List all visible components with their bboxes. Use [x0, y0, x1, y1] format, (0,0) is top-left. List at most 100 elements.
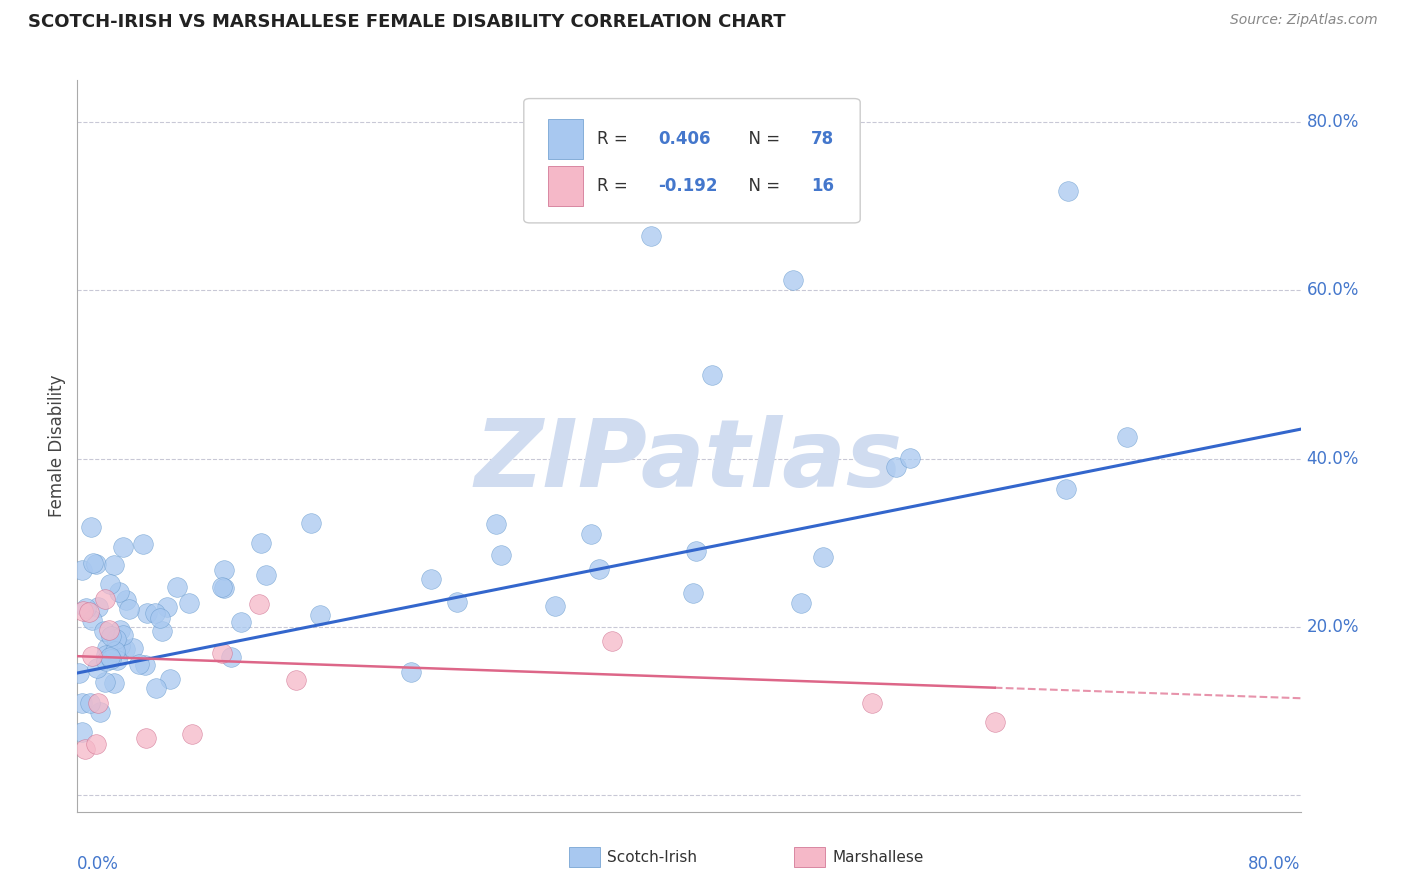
Point [211, 646, 233, 660]
Point [1116, 430, 1139, 444]
Point [75, 600, 97, 615]
Text: 40.0%: 40.0% [1306, 450, 1360, 467]
Point [159, 672, 181, 686]
Point [700, 368, 723, 382]
Point [103, 676, 125, 690]
Point [93, 624, 115, 638]
Point [100, 651, 122, 665]
Point [135, 607, 157, 621]
Point [166, 580, 188, 594]
Point [145, 681, 167, 695]
Point [309, 608, 332, 623]
Point [82, 649, 104, 664]
Point [285, 673, 308, 687]
Text: 0.406: 0.406 [658, 130, 711, 148]
Point [419, 573, 441, 587]
Point [132, 537, 155, 551]
Point [86, 661, 108, 675]
Text: 60.0%: 60.0% [1306, 282, 1360, 300]
Point [299, 516, 322, 530]
Text: 80.0%: 80.0% [1249, 855, 1301, 872]
Point [588, 562, 610, 576]
Point [94, 648, 117, 663]
Point [79, 697, 101, 711]
Text: 0.0%: 0.0% [77, 855, 120, 872]
Point [111, 628, 134, 642]
Point [94, 591, 117, 606]
Point [107, 584, 129, 599]
Point [143, 607, 166, 621]
Point [87, 599, 110, 614]
Point [94, 654, 117, 668]
Point [103, 558, 125, 572]
Point [1057, 184, 1080, 198]
Point [862, 696, 884, 710]
Point [135, 731, 157, 745]
Text: -0.192: -0.192 [658, 178, 718, 195]
Point [543, 599, 565, 613]
Point [104, 644, 127, 658]
Point [782, 273, 804, 287]
Text: N =: N = [738, 178, 785, 195]
Point [115, 593, 138, 607]
Point [98, 623, 121, 637]
Point [581, 527, 603, 541]
Point [67, 666, 90, 681]
Text: 16: 16 [811, 178, 834, 195]
Point [1054, 482, 1077, 496]
Point [212, 581, 235, 595]
Y-axis label: Female Disability: Female Disability [48, 375, 66, 517]
Point [87, 697, 110, 711]
Point [80, 520, 103, 534]
Point [898, 451, 921, 466]
Text: ZIPatlas: ZIPatlas [475, 415, 903, 507]
Point [446, 595, 468, 609]
Text: N =: N = [738, 130, 785, 148]
FancyBboxPatch shape [524, 99, 860, 223]
Point [111, 540, 134, 554]
Point [70, 563, 93, 577]
Point [84, 738, 107, 752]
Text: SCOTCH-IRISH VS MARSHALLESE FEMALE DISABILITY CORRELATION CHART: SCOTCH-IRISH VS MARSHALLESE FEMALE DISAB… [28, 13, 786, 31]
Point [884, 460, 907, 475]
Point [485, 516, 508, 531]
Point [89, 705, 111, 719]
Point [219, 649, 242, 664]
Point [399, 665, 422, 679]
Text: 78: 78 [811, 130, 834, 148]
Point [94, 674, 117, 689]
Point [96, 640, 118, 655]
Point [150, 624, 173, 638]
Point [98, 577, 121, 591]
Point [181, 727, 204, 741]
Point [101, 645, 124, 659]
Point [72, 604, 94, 618]
Point [79, 606, 101, 620]
FancyBboxPatch shape [548, 166, 582, 206]
Point [177, 596, 200, 610]
Point [790, 596, 813, 610]
Point [134, 657, 156, 672]
Point [685, 544, 707, 558]
Point [105, 653, 128, 667]
Point [82, 557, 104, 571]
Text: Source: ZipAtlas.com: Source: ZipAtlas.com [1230, 13, 1378, 28]
Point [602, 634, 624, 648]
Point [70, 725, 93, 739]
Point [229, 615, 252, 629]
Point [211, 580, 233, 594]
Point [108, 639, 131, 653]
Point [122, 640, 145, 655]
Point [254, 568, 277, 582]
Point [247, 597, 270, 611]
Point [98, 649, 121, 664]
FancyBboxPatch shape [548, 119, 582, 159]
Point [682, 585, 704, 599]
Point [104, 632, 127, 646]
Text: Scotch-Irish: Scotch-Irish [607, 850, 697, 864]
Text: 80.0%: 80.0% [1306, 113, 1360, 131]
Point [128, 657, 150, 672]
Point [108, 623, 131, 637]
Point [491, 549, 513, 563]
Point [73, 741, 96, 756]
